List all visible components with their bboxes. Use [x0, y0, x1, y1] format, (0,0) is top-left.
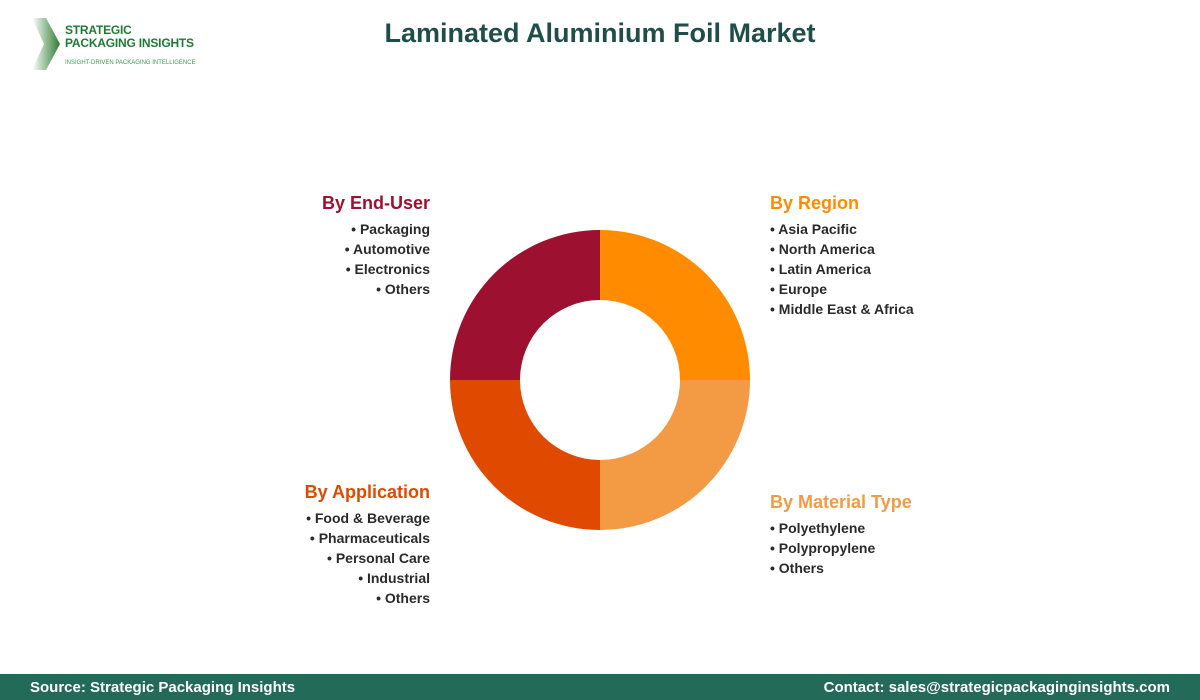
list-item-label: Packaging: [359, 221, 430, 237]
list-item: • Polyethylene: [770, 518, 912, 538]
bullet-icon: •: [770, 560, 779, 576]
list-item-label: Others: [384, 590, 430, 606]
list-item: • Europe: [770, 279, 914, 299]
logo-line2: PACKAGING INSIGHTS: [65, 36, 194, 50]
list-item-label: Polypropylene: [778, 540, 876, 556]
list-item: • Latin America: [770, 259, 914, 279]
list-item-label: North America: [778, 241, 875, 257]
donut-segment-region: [600, 230, 750, 380]
group-region: By Region • Asia Pacific • North America •…: [770, 193, 914, 319]
list-item-label: Others: [778, 560, 824, 576]
list-item: • Automotive: [322, 239, 430, 259]
bullet-icon: •: [770, 301, 779, 317]
group-application: By Application • Food & Beverage • Pharma…: [305, 482, 430, 608]
list-item-label: Asia Pacific: [778, 221, 857, 237]
bullet-icon: •: [770, 520, 779, 536]
list-item: • Packaging: [322, 219, 430, 239]
list-item-label: Personal Care: [335, 550, 430, 566]
bullet-icon: •: [345, 261, 355, 277]
logo-tagline: INSIGHT-DRIVEN PACKAGING INTELLIGENCE: [65, 60, 196, 66]
heading-region: By Region: [770, 193, 860, 213]
list-item: • Polypropylene: [770, 538, 912, 558]
logo: STRATEGIC PACKAGING INSIGHTS INSIGHT-DRIV…: [32, 18, 222, 73]
bullet-icon: •: [770, 241, 779, 257]
heading-material: By Material Type: [770, 492, 912, 512]
list-item: • Electronics: [322, 259, 430, 279]
list-item-label: Middle East & Africa: [778, 301, 914, 317]
bullet-icon: •: [344, 241, 353, 257]
list-item-label: Automotive: [353, 241, 430, 257]
list-item: • Others: [322, 279, 430, 299]
list-item-label: Others: [384, 281, 430, 297]
list-item: • Food & Beverage: [305, 508, 430, 528]
group-enduser: By End-User • Packaging • Automotive • Ele…: [322, 193, 430, 299]
list-item: • Industrial: [305, 568, 430, 588]
list-item-label: Latin America: [778, 261, 871, 277]
list-item-label: Pharmaceuticals: [318, 530, 430, 546]
bullet-icon: •: [351, 221, 360, 237]
donut-segment-enduser: [450, 230, 600, 380]
list-item-label: Polyethylene: [778, 520, 866, 536]
bullet-icon: •: [358, 570, 367, 586]
page-title: Laminated Aluminium Foil Market: [384, 18, 816, 48]
list-item: • Middle East & Africa: [770, 299, 914, 319]
bullet-icon: •: [770, 540, 779, 556]
bullet-icon: •: [376, 281, 385, 297]
bullet-icon: •: [327, 550, 336, 566]
list-item: • Pharmaceuticals: [305, 528, 430, 548]
list-item: • Asia Pacific: [770, 219, 914, 239]
list-item-label: Electronics: [354, 261, 430, 277]
group-material: By Material Type • Polyethylene • Polypro…: [770, 492, 912, 578]
heading-application: By Application: [304, 482, 430, 502]
bullet-icon: •: [770, 221, 779, 237]
bullet-icon: •: [770, 261, 779, 277]
bullet-icon: •: [376, 590, 385, 606]
donut-segment-material: [600, 380, 750, 530]
bullet-icon: •: [306, 510, 315, 526]
footer-contact[interactable]: Contact: sales@strategicpackaginginsight…: [823, 679, 1170, 696]
list-item-label: Industrial: [366, 570, 430, 586]
heading-enduser: By End-User: [321, 193, 430, 213]
list-item: • Others: [770, 558, 912, 578]
list-item-label: Food & Beverage: [314, 510, 430, 526]
list-item-label: Europe: [778, 281, 828, 297]
footer-source: Source: Strategic Packaging Insights: [30, 679, 296, 696]
bullet-icon: •: [309, 530, 319, 546]
list-item: • Others: [305, 588, 430, 608]
chevron-logo-icon: [32, 18, 60, 70]
donut-segment-application: [450, 380, 600, 530]
footer: Source: Strategic Packaging Insights Con…: [0, 674, 1200, 700]
logo-line1: STRATEGIC: [65, 23, 132, 37]
bullet-icon: •: [770, 281, 779, 297]
list-item: • North America: [770, 239, 914, 259]
list-item: • Personal Care: [305, 548, 430, 568]
